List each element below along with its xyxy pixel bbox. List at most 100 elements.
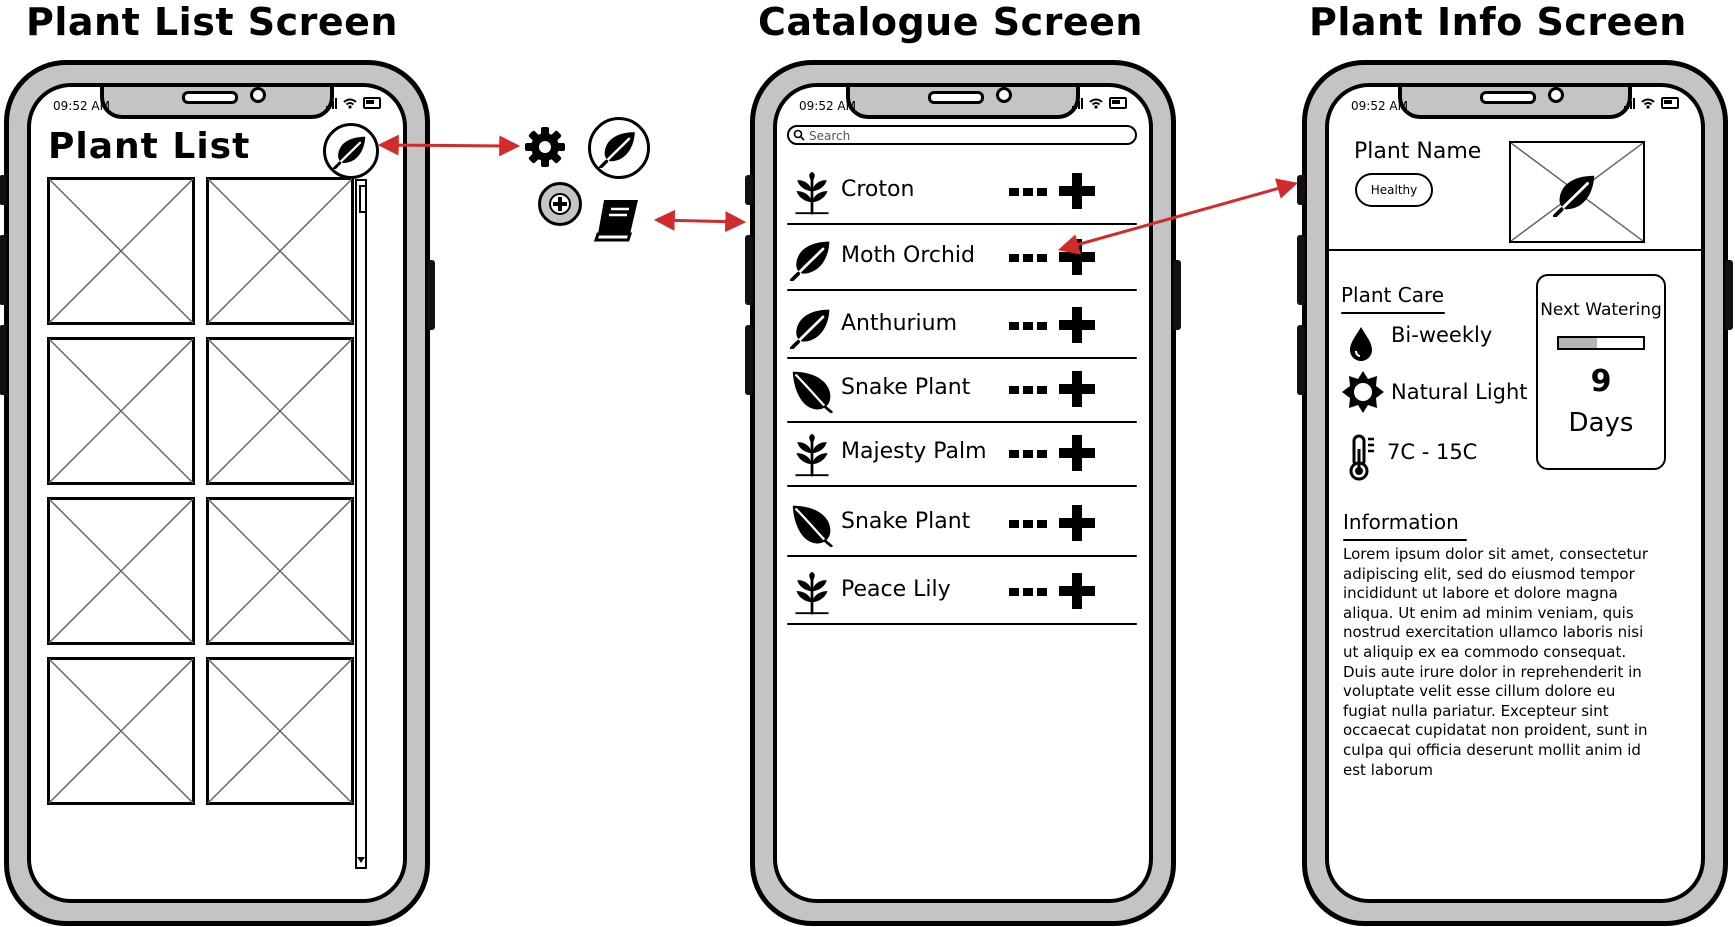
sprig-icon	[789, 433, 835, 477]
plant-info-screen-title: Plant Info Screen	[1309, 0, 1687, 44]
plant-name: Plant Name	[1354, 139, 1482, 164]
add-plant-button[interactable]	[1057, 503, 1097, 543]
more-options-icon[interactable]	[1009, 450, 1047, 458]
water-drop-icon	[1350, 327, 1372, 361]
add-plant-button[interactable]	[1057, 571, 1097, 611]
pointed-leaf-icon	[789, 503, 835, 547]
signal-icon	[326, 97, 337, 109]
notch	[846, 87, 1080, 119]
add-plant-button[interactable]	[1057, 237, 1097, 277]
plant-care-title: Plant Care	[1341, 283, 1445, 307]
row-divider	[787, 623, 1137, 625]
gear-icon	[525, 127, 565, 167]
row-divider	[787, 289, 1137, 291]
leaf-icon	[333, 133, 369, 169]
sprig-icon	[789, 171, 835, 215]
pointed-leaf-icon	[789, 369, 835, 413]
catalogue-phone: 09:52 AM Search Croton Moth Orchid Anthuri…	[745, 60, 1181, 926]
row-divider	[787, 485, 1137, 487]
more-options-icon[interactable]	[1009, 322, 1047, 330]
battery-icon	[363, 97, 381, 109]
scroll-thumb[interactable]	[359, 185, 367, 213]
information-text: Lorem ipsum dolor sit amet, consectetur …	[1343, 545, 1649, 779]
plant-tile[interactable]	[206, 177, 354, 325]
more-options-icon[interactable]	[1009, 520, 1047, 528]
plant-name: Peace Lily	[841, 577, 951, 602]
status-icons	[326, 97, 381, 109]
temperature-range: 7C - 15C	[1387, 440, 1478, 464]
status-icons	[1072, 97, 1127, 109]
status-icons	[1624, 97, 1679, 109]
battery-icon	[1109, 97, 1127, 109]
plant-list-screen-title: Plant List Screen	[26, 0, 398, 44]
wifi-icon	[343, 98, 357, 109]
catalogue-screen: 09:52 AM Search Croton Moth Orchid Anthuri…	[773, 83, 1153, 903]
more-options-icon[interactable]	[1009, 386, 1047, 394]
leaf-icon	[599, 128, 639, 168]
book-icon	[594, 200, 638, 242]
watering-frequency: Bi-weekly	[1391, 323, 1493, 347]
scroll-down-icon[interactable]	[357, 857, 365, 865]
plant-tile[interactable]	[47, 657, 195, 805]
list-item[interactable]: Majesty Palm	[787, 421, 1137, 487]
list-item[interactable]: Snake Plant	[787, 357, 1137, 423]
plant-tile[interactable]	[206, 497, 354, 645]
status-time: 09:52 AM	[53, 99, 110, 113]
plus-circle-icon	[538, 182, 582, 226]
days-count: 9	[1590, 364, 1612, 399]
battery-icon	[1661, 97, 1679, 109]
list-item[interactable]: Moth Orchid	[787, 225, 1137, 291]
plant-name: Moth Orchid	[841, 243, 975, 268]
status-time: 09:52 AM	[1351, 99, 1408, 113]
list-item[interactable]: Peace Lily	[787, 559, 1137, 625]
list-item[interactable]: Croton	[787, 159, 1137, 225]
scrollbar[interactable]	[355, 179, 367, 869]
row-divider	[787, 555, 1137, 557]
plant-name: Snake Plant	[841, 509, 971, 534]
leaf-legend-button	[588, 117, 650, 179]
plant-tile[interactable]	[206, 337, 354, 485]
next-watering-card: Next Watering 9 Days	[1536, 274, 1666, 470]
more-options-icon[interactable]	[1009, 588, 1047, 596]
more-options-icon[interactable]	[1009, 254, 1047, 262]
search-placeholder: Search	[809, 129, 851, 143]
plant-tile-grid	[47, 177, 351, 897]
plant-tile[interactable]	[47, 497, 195, 645]
plant-name: Snake Plant	[841, 375, 971, 400]
notch	[100, 87, 334, 119]
plant-name: Anthurium	[841, 311, 958, 336]
plant-tile[interactable]	[47, 177, 195, 325]
days-unit: Days	[1568, 408, 1634, 438]
status-time: 09:52 AM	[799, 99, 856, 113]
notch	[1398, 87, 1632, 119]
list-item[interactable]: Anthurium	[787, 293, 1137, 359]
next-watering-label: Next Watering	[1540, 300, 1662, 320]
wifi-icon	[1641, 98, 1655, 109]
light-requirement: Natural Light	[1391, 380, 1528, 404]
more-options-icon[interactable]	[1009, 188, 1047, 196]
arrow-catalogue-to-screen	[653, 209, 747, 233]
add-plant-button[interactable]	[1057, 433, 1097, 473]
list-item[interactable]: Snake Plant	[787, 491, 1137, 557]
wifi-icon	[1089, 98, 1103, 109]
sprig-icon	[789, 571, 835, 615]
row-divider	[787, 357, 1137, 359]
add-plant-button[interactable]	[1057, 369, 1097, 409]
signal-icon	[1072, 97, 1083, 109]
add-plant-button[interactable]	[1057, 171, 1097, 211]
leaf-icon	[789, 305, 835, 349]
catalogue-screen-title: Catalogue Screen	[758, 0, 1143, 44]
catalogue-nav-button[interactable]	[323, 123, 379, 179]
search-input[interactable]: Search	[787, 125, 1137, 145]
status-badge: Healthy	[1355, 173, 1433, 207]
plant-tile[interactable]	[206, 657, 354, 805]
add-plant-button[interactable]	[1057, 305, 1097, 345]
plant-tile[interactable]	[47, 337, 195, 485]
plant-list-screen: 09:52 AM Plant List	[27, 83, 407, 903]
information-title: Information	[1343, 510, 1459, 534]
page-title: Plant List	[48, 126, 251, 167]
plant-name: Majesty Palm	[841, 439, 987, 464]
leaf-icon	[789, 237, 835, 281]
sun-icon	[1342, 371, 1384, 413]
signal-icon	[1624, 97, 1635, 109]
